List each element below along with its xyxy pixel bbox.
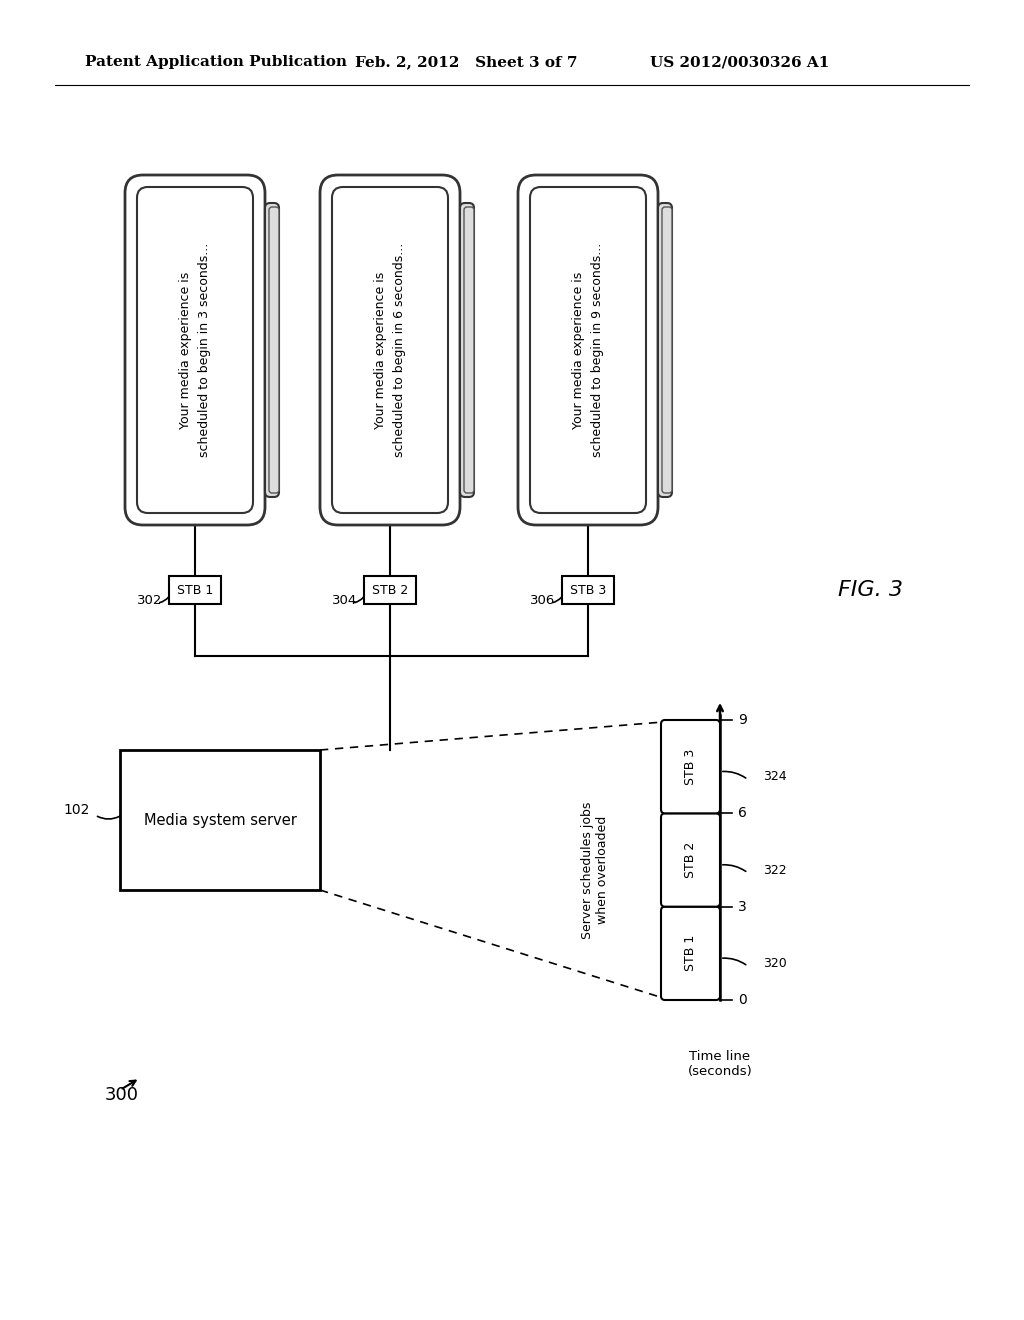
Text: STB 1: STB 1 [177,583,213,597]
Text: STB 2: STB 2 [372,583,409,597]
Text: 302: 302 [137,594,163,606]
FancyBboxPatch shape [530,187,646,513]
Text: Your media experience is
scheduled to begin in 6 seconds...: Your media experience is scheduled to be… [374,243,406,457]
Text: Your media experience is
scheduled to begin in 9 seconds...: Your media experience is scheduled to be… [572,243,604,457]
Text: Media system server: Media system server [143,813,296,828]
Text: 306: 306 [530,594,555,606]
Bar [364,576,416,605]
Text: 102: 102 [63,803,90,817]
Text: STB 3: STB 3 [570,583,606,597]
Text: 300: 300 [105,1086,139,1104]
Text: STB 2: STB 2 [684,842,697,878]
Text: STB 3: STB 3 [684,748,697,785]
Text: Server schedules jobs
when overloaded: Server schedules jobs when overloaded [581,801,609,939]
Text: Feb. 2, 2012   Sheet 3 of 7: Feb. 2, 2012 Sheet 3 of 7 [355,55,578,69]
FancyBboxPatch shape [137,187,253,513]
Text: 0: 0 [738,993,746,1007]
Bar [562,576,614,605]
FancyBboxPatch shape [662,813,720,907]
Text: 304: 304 [332,594,357,606]
Text: STB 1: STB 1 [684,935,697,972]
FancyBboxPatch shape [460,203,474,498]
FancyBboxPatch shape [319,176,460,525]
Text: 6: 6 [738,807,746,820]
Text: US 2012/0030326 A1: US 2012/0030326 A1 [650,55,829,69]
Text: Time line
(seconds): Time line (seconds) [688,1049,753,1078]
FancyBboxPatch shape [518,176,658,525]
Text: 322: 322 [763,863,786,876]
Bar [169,576,221,605]
Text: Your media experience is
scheduled to begin in 3 seconds...: Your media experience is scheduled to be… [179,243,211,457]
Text: 3: 3 [738,900,746,913]
Text: 320: 320 [763,957,786,970]
Text: 324: 324 [763,770,786,783]
FancyBboxPatch shape [269,207,279,492]
FancyBboxPatch shape [662,907,720,1001]
FancyBboxPatch shape [662,207,672,492]
FancyBboxPatch shape [265,203,279,498]
FancyBboxPatch shape [662,719,720,813]
FancyBboxPatch shape [125,176,265,525]
Text: FIG. 3: FIG. 3 [838,579,902,601]
Bar [120,750,319,890]
Text: Patent Application Publication: Patent Application Publication [85,55,347,69]
FancyBboxPatch shape [658,203,672,498]
Text: 9: 9 [738,713,746,727]
FancyBboxPatch shape [464,207,474,492]
FancyBboxPatch shape [332,187,449,513]
